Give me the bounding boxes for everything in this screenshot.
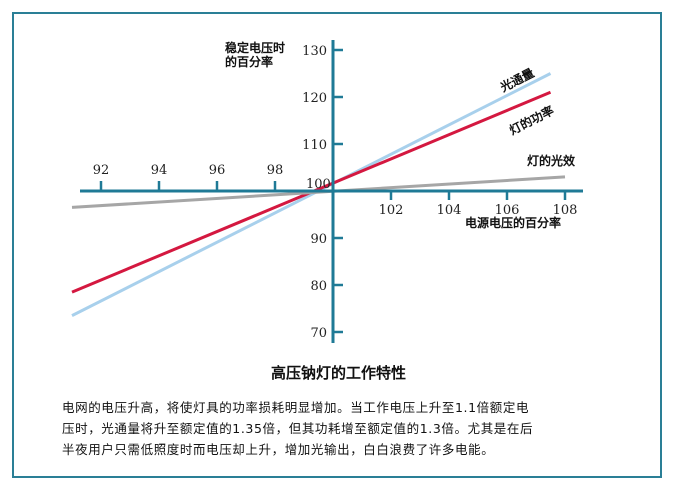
x-tick-label: 98 bbox=[267, 163, 284, 178]
y-axis-title-line1: 稳定电压时 bbox=[225, 40, 285, 55]
y-tick-label: 90 bbox=[310, 232, 327, 247]
series-label-luminous-efficacy: 灯的光效 bbox=[527, 153, 576, 168]
x-tick-label: 108 bbox=[553, 203, 578, 218]
y-tick-label: 70 bbox=[310, 326, 327, 341]
figure-frame bbox=[12, 12, 662, 478]
y-axis-title-line2: 的百分率 bbox=[225, 54, 273, 69]
sodium-lamp-chart: 92 94 96 98 102 104 106 108 70 80 90 110 120 130 稳定电压… bbox=[71, 40, 583, 343]
y-tick-label: 130 bbox=[302, 44, 327, 59]
x-tick-label: 96 bbox=[209, 163, 226, 178]
y-tick-label: 80 bbox=[310, 279, 327, 294]
caption-line-3: 半夜用户只需低照度时而电压却上升，增加光输出，白白浪费了许多电能。 bbox=[62, 442, 495, 457]
caption-title: 高压钠灯的工作特性 bbox=[270, 364, 406, 382]
x-tick-label: 104 bbox=[437, 203, 462, 218]
y-tick-label: 120 bbox=[302, 91, 327, 106]
x-tick-label: 94 bbox=[151, 163, 168, 178]
tick-layer: 92 94 96 98 102 104 106 108 70 80 90 110 120 130 bbox=[93, 44, 578, 341]
x-tick-label: 102 bbox=[379, 203, 404, 218]
y-tick-label: 110 bbox=[302, 138, 327, 153]
series-luminous-flux bbox=[71, 72, 552, 317]
x-tick-label: 92 bbox=[93, 163, 110, 178]
caption-body: 电网的电压升高，将使灯具的功率损耗明显增加。当工作电压上升至1.1倍额定电 压时… bbox=[62, 397, 622, 460]
x-tick-label: 106 bbox=[495, 203, 520, 218]
caption-line-2: 压时，光通量将升至额定值的1.35倍，但其功耗增至额定值的1.3倍。尤其是在后 bbox=[62, 421, 534, 436]
caption-line-1: 电网的电压升高，将使灯具的功率损耗明显增加。当工作电压上升至1.1倍额定电 bbox=[62, 400, 530, 415]
x-axis-title: 电源电压的百分率 bbox=[465, 215, 561, 230]
origin-label: 100 bbox=[306, 177, 331, 192]
